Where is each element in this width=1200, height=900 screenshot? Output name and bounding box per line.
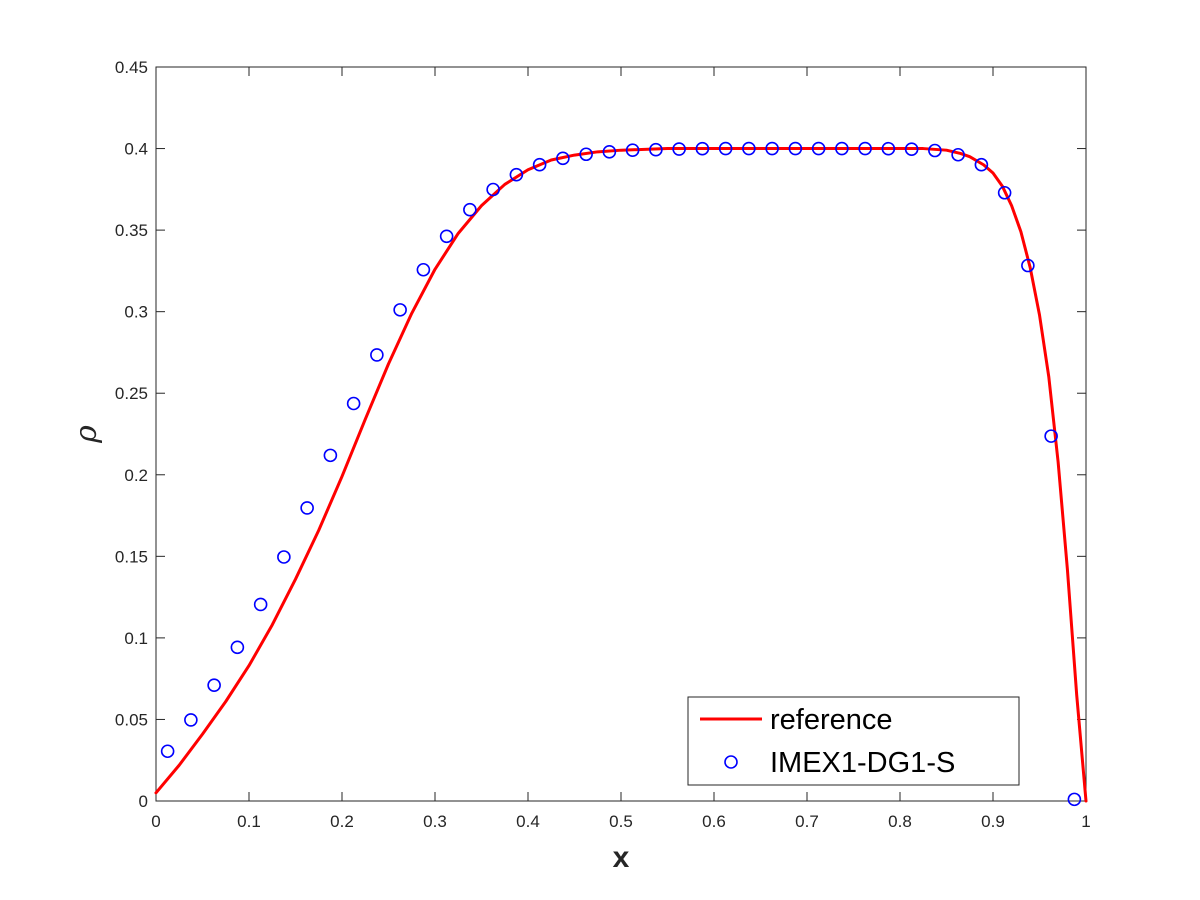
legend-marker-swatch [724,755,738,769]
y-tick-label: 0.3 [124,303,148,322]
x-tick-label: 0.5 [609,812,633,831]
x-tick-label: 0 [151,812,160,831]
imex-data-point [556,151,570,166]
imex-data-point [649,142,663,157]
y-tick-label: 0.05 [115,710,148,729]
y-tick-label: 0.35 [115,221,148,240]
imex-data-point [811,141,826,156]
x-tick-label: 0.1 [237,812,261,831]
series-layer [154,141,1088,807]
x-tick-label: 0.7 [795,812,819,831]
imex-data-point [416,262,431,277]
x-tick-label: 0.6 [702,812,726,831]
y-axis-label: ρ [69,425,104,444]
imex-data-point [439,229,454,244]
imex-data-point [997,185,1012,200]
plot-area [155,66,1087,802]
x-axis-label: x [613,841,630,874]
y-tick-label: 0.1 [124,629,148,648]
y-tick-label: 0.15 [115,547,148,566]
imex-data-point [695,141,710,156]
y-tick-label: 0 [139,792,148,811]
imex-data-point [672,142,686,156]
imex-data-point [184,713,198,727]
imex-data-point [788,141,803,156]
y-tick-label: 0.4 [124,140,148,159]
imex-data-point [370,348,384,362]
imex-data-point [160,744,175,759]
imex-data-point [207,678,221,692]
imex-data-point [346,396,361,411]
y-axis-ticks: 0 0.05 0.1 0.15 0.2 0.25 0.3 0.35 0.4 0.45 [115,58,1086,811]
x-axis-ticks: 0 0.1 0.2 0.3 0.4 0.5 0.6 0.7 0.8 0.9 1 [151,67,1091,831]
x-tick-label: 0.8 [888,812,912,831]
legend-box [687,696,1020,786]
imex-data-point [602,145,617,159]
x-tick-label: 0.9 [981,812,1005,831]
imex-data-point [300,501,314,515]
imex-data-point [951,147,965,162]
legend-entry-imex: IMEX1-DG1-S [770,747,955,779]
imex-data-point [230,640,245,655]
imex-data-point [1044,429,1058,443]
imex-data-point [463,202,477,217]
imex-data-point [858,141,872,156]
imex-data-point [277,550,291,564]
legend: reference IMEX1-DG1-S [687,696,1020,786]
imex-data-point [393,303,407,317]
imex-data-point [1067,792,1082,807]
imex-data-point [486,182,500,197]
imex-data-point [323,448,338,463]
imex-data-point [1021,258,1035,273]
reference-series-line [154,147,1088,803]
y-tick-label: 0.45 [115,58,148,77]
imex-data-point [974,157,989,172]
imex-data-point [253,597,268,612]
imex-data-point [835,141,849,156]
y-tick-label: 0.2 [124,466,148,485]
legend-entry-reference: reference [770,704,893,736]
x-tick-label: 1 [1081,812,1090,831]
imex-data-point [904,142,919,157]
imex-data-point [625,143,640,157]
imex-data-point [509,167,524,182]
imex-data-point [765,141,779,156]
y-tick-label: 0.25 [115,384,148,403]
imex-data-point [742,141,756,156]
imex-data-point [881,141,896,156]
imex-data-point [718,141,733,156]
imex-data-point [579,147,593,162]
x-tick-label: 0.2 [330,812,354,831]
x-tick-label: 0.3 [423,812,447,831]
imex-data-point [532,157,547,172]
imex-data-point [928,143,942,158]
x-tick-label: 0.4 [516,812,540,831]
